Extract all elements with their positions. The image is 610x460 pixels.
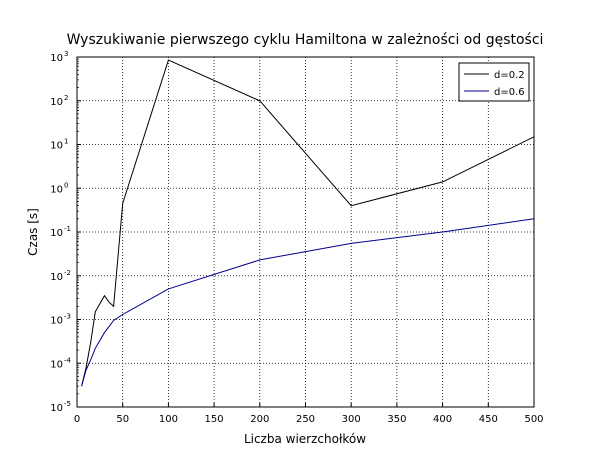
y-tick-label: 10	[50, 184, 63, 195]
y-tick-exponent: 0	[64, 181, 68, 189]
x-tick-label: 0	[74, 414, 80, 425]
grid	[77, 57, 534, 407]
x-tick-label: 450	[479, 414, 498, 425]
y-tick-label: 10	[50, 403, 63, 414]
legend: d=0.2 d=0.6	[458, 62, 530, 102]
legend-label: d=0.6	[494, 87, 525, 98]
y-tick-label: 10	[50, 53, 63, 64]
x-tick-label: 400	[433, 414, 452, 425]
x-tick-label: 250	[296, 414, 315, 425]
y-tick-exponent: -2	[64, 269, 71, 277]
series-line-d=0.2	[81, 59, 535, 387]
y-tick-label: 10	[50, 316, 63, 327]
x-tick-label: 50	[116, 414, 129, 425]
y-tick-exponent: -1	[64, 225, 71, 233]
legend-label: d=0.2	[494, 70, 525, 81]
y-tick-exponent: 3	[64, 50, 68, 58]
x-tick-label: 350	[387, 414, 406, 425]
y-tick-exponent: 2	[64, 94, 68, 102]
x-tick-label: 300	[342, 414, 361, 425]
y-tick-label: 10	[50, 97, 63, 108]
y-tick-label: 10	[50, 141, 63, 152]
y-tick-exponent: -5	[64, 400, 71, 408]
x-axis: 0 50 100 150 200 250 300 350 400 450 500	[74, 403, 544, 425]
x-tick-label: 200	[250, 414, 269, 425]
x-axis-label: Liczba wierzchołków	[244, 432, 366, 446]
y-tick-label: 10	[50, 359, 63, 370]
x-tick-label: 100	[159, 414, 178, 425]
y-tick-exponent: -4	[64, 356, 72, 364]
y-axis-label: Czas [s]	[26, 208, 40, 256]
y-tick-label: 10	[50, 228, 63, 239]
y-tick-label: 10	[50, 272, 63, 283]
y-tick-exponent: 1	[64, 138, 68, 146]
legend-box	[458, 62, 530, 102]
x-tick-label: 500	[524, 414, 543, 425]
x-tick-label: 150	[205, 414, 224, 425]
series-line-d=0.6	[81, 218, 535, 387]
series-lines	[81, 59, 535, 387]
y-tick-exponent: -3	[64, 313, 71, 321]
chart-title: Wyszukiwanie pierwszego cyklu Hamiltona …	[67, 32, 544, 48]
